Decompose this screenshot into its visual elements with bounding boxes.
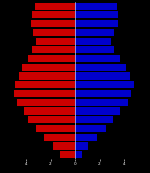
Bar [53,142,75,150]
Bar [75,72,130,80]
Bar [28,55,75,62]
Bar [17,99,75,106]
Bar [15,81,75,88]
Bar [75,99,128,106]
Bar [36,125,75,132]
Bar [75,55,120,62]
Bar [75,134,97,141]
Bar [32,46,75,53]
Bar [35,3,75,10]
Bar [75,20,118,27]
Bar [75,46,114,53]
Bar [31,20,75,27]
Bar [22,64,75,71]
Bar [75,151,82,158]
Bar [75,11,118,19]
Bar [14,90,75,97]
Bar [24,107,75,115]
Bar [28,116,75,123]
Bar [19,72,75,80]
Bar [60,151,75,158]
Bar [75,38,111,45]
Bar [75,81,134,88]
Bar [75,125,106,132]
Bar [44,134,75,141]
Bar [75,3,117,10]
Bar [75,90,131,97]
Bar [75,142,88,150]
Bar [75,64,126,71]
Bar [32,11,75,19]
Bar [33,29,75,36]
Bar [75,107,120,115]
Bar [75,29,114,36]
Bar [36,38,75,45]
Bar [75,116,113,123]
